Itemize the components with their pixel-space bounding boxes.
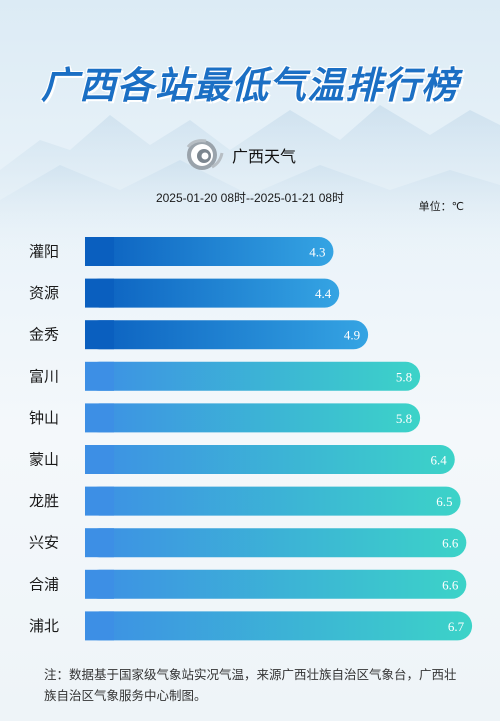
bar <box>85 278 340 308</box>
category-label: 合浦 <box>29 575 59 593</box>
category-label: 灌阳 <box>29 243 59 261</box>
bar <box>85 528 467 558</box>
bar <box>85 486 461 516</box>
temperature-bar-chart: 灌阳 4.3 资源 4.4 金秀 4.9 富川 5.8 钟山 5.8 蒙山 6.4 龙胜 6.5 兴安 6.6… <box>29 237 473 641</box>
bar <box>85 320 369 350</box>
bar <box>85 569 467 599</box>
category-label: 钟山 <box>29 409 59 427</box>
category-label: 浦北 <box>29 617 59 635</box>
date-range: 2025-01-20 08时--2025-01-21 08时 <box>155 191 345 205</box>
bar-left-edge <box>85 528 114 558</box>
bar-left-edge <box>85 569 114 599</box>
bar <box>85 403 421 433</box>
category-label: 兴安 <box>29 534 59 552</box>
bar <box>85 237 334 266</box>
bar-left-edge <box>85 278 114 308</box>
bar-left-edge <box>85 403 114 433</box>
bar <box>85 445 455 474</box>
value-label: 6.4 <box>431 453 448 468</box>
value-label: 5.8 <box>396 411 412 426</box>
page-title: 广西各站最低气温排行榜 <box>41 64 459 107</box>
category-label: 金秀 <box>29 326 59 344</box>
bar <box>85 611 473 641</box>
brand-name: 广西天气 <box>232 147 297 166</box>
footnote: 注：数据基于国家级气象站实况气温，来源广西壮族自治区气象台，广西壮族自治区气象服… <box>44 667 457 703</box>
value-label: 4.3 <box>309 245 325 260</box>
value-label: 6.6 <box>442 577 459 592</box>
unit-label: 单位：℃ <box>418 200 464 213</box>
bar-left-edge <box>85 445 114 474</box>
weather-logo-icon <box>186 139 224 170</box>
bar-left-edge <box>85 320 114 350</box>
bar-left-edge <box>85 361 114 391</box>
value-label: 5.8 <box>396 369 412 384</box>
bar-left-edge <box>85 486 114 516</box>
mountain-background <box>0 105 500 260</box>
value-label: 6.6 <box>442 536 459 551</box>
value-label: 6.7 <box>448 619 465 634</box>
value-label: 4.4 <box>315 286 332 301</box>
category-label: 富川 <box>29 367 59 385</box>
value-label: 4.9 <box>344 328 360 343</box>
value-label: 6.5 <box>436 494 452 509</box>
category-label: 龙胜 <box>29 492 59 510</box>
bar-left-edge <box>85 237 114 266</box>
bar-left-edge <box>85 611 114 641</box>
category-label: 蒙山 <box>29 451 59 469</box>
bar <box>85 361 421 391</box>
category-label: 资源 <box>29 284 59 302</box>
brand: 广西天气 <box>182 137 296 173</box>
